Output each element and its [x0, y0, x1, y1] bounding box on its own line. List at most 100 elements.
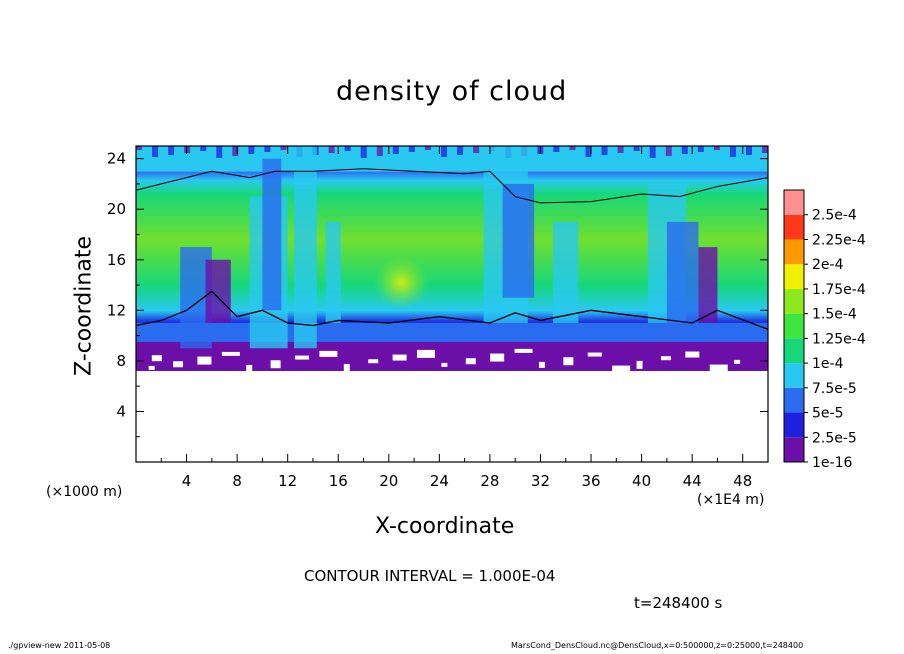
top-streak [376, 146, 383, 156]
plume [325, 221, 341, 323]
gap [392, 354, 407, 361]
time-stamp: t=248400 s [634, 594, 723, 612]
colorbar-label: 1.75e-4 [812, 282, 866, 298]
plume [666, 221, 699, 336]
chart-title: density of cloud [336, 76, 568, 107]
top-streak [617, 146, 624, 153]
colorbar-swatch [784, 214, 804, 240]
top-streak [746, 146, 753, 155]
x-tick-label: 8 [232, 472, 242, 490]
colorbar-swatch [784, 338, 804, 364]
gap [148, 365, 155, 370]
plume [205, 259, 231, 323]
top-streak [328, 146, 335, 153]
colorbar-label: 5e-5 [812, 406, 843, 422]
colorbar-label: 2e-4 [812, 257, 844, 273]
top-streak [360, 146, 367, 158]
colorbar-label: 2.5e-5 [812, 430, 857, 446]
gap [416, 349, 435, 358]
top-streak [441, 146, 448, 157]
gap [709, 364, 728, 373]
y-tick-label: 4 [116, 402, 126, 420]
gap [514, 348, 533, 353]
top-streak [392, 146, 399, 154]
top-streak [697, 146, 704, 152]
top-streak [264, 146, 271, 152]
top-streak [232, 146, 239, 156]
top-streak [457, 146, 464, 155]
colorbar-label: 1e-16 [812, 455, 852, 471]
top-streak [344, 146, 351, 151]
colorbar-label: 1.5e-4 [812, 307, 857, 323]
top-streak [473, 146, 480, 153]
top-streak [280, 146, 287, 150]
top-streak [424, 146, 431, 150]
plot-frame [135, 145, 769, 463]
y-tick-label: 20 [107, 200, 126, 218]
x-axis-label: X-coordinate [375, 514, 515, 539]
colorbar-swatch [784, 412, 804, 438]
colorbar-frame [783, 189, 805, 463]
gap [151, 355, 162, 362]
top-streak [633, 146, 640, 151]
top-streak [585, 146, 592, 157]
gap [465, 358, 476, 365]
x-tick-label: 12 [278, 472, 297, 490]
colorbar-swatch [784, 239, 804, 265]
x-tick-label: 32 [531, 472, 550, 490]
top-streak [762, 146, 769, 153]
gap [221, 351, 240, 356]
x-axis-unit: (×1E4 m) [697, 492, 765, 508]
gap [295, 355, 310, 360]
gap [490, 353, 505, 362]
plume [294, 146, 317, 349]
top-streak [665, 146, 672, 156]
x-tick-label: 44 [683, 472, 702, 490]
density-field [135, 146, 769, 373]
gap [197, 356, 212, 365]
gap [173, 361, 184, 368]
contour-line-bottom [135, 290, 769, 330]
x-tick-label: 24 [430, 472, 449, 490]
top-streak [569, 146, 576, 150]
cloud-core [373, 256, 430, 309]
gap [270, 360, 281, 369]
upper-layer [136, 146, 768, 172]
plume [502, 183, 535, 298]
colorbar-label: 7.5e-5 [812, 381, 857, 397]
contour-interval-text: CONTOUR INTERVAL = 1.000E-04 [304, 567, 556, 585]
y-axis-unit: (×1000 m) [46, 484, 123, 500]
gap [636, 360, 643, 369]
colorbar: 1e-16 2.5e-5 5e-5 7.5e-5 1e-4 1.25e-4 1.5e-4 1.… [783, 189, 866, 471]
x-tick-label: 4 [182, 472, 192, 490]
top-streak [681, 146, 688, 154]
y-tick-label: 8 [116, 352, 126, 370]
top-streak [713, 146, 720, 150]
colorbar-swatch [784, 437, 804, 462]
gap [660, 356, 671, 361]
y-tick-label: 12 [107, 301, 126, 319]
gap [319, 350, 338, 357]
colorbar-swatch [784, 264, 804, 289]
colorbar-label: 1.25e-4 [812, 331, 866, 347]
top-streak [168, 146, 175, 155]
plume [553, 221, 579, 323]
colorbar-label: 1e-4 [812, 356, 844, 372]
gap [587, 352, 602, 357]
gap [538, 361, 545, 368]
gap [612, 365, 631, 372]
top-streak [200, 146, 207, 151]
top-streak [601, 146, 608, 155]
gap [563, 357, 574, 366]
top-streak [216, 146, 223, 158]
plume [262, 158, 282, 311]
y-axis-label: Z-coordinate [71, 236, 97, 376]
colorbar-swatch [784, 190, 804, 215]
x-tick-label: 20 [379, 472, 398, 490]
plume [698, 247, 718, 323]
top-streak [729, 146, 736, 157]
gap [368, 359, 379, 364]
gap [685, 351, 700, 358]
gap [246, 364, 253, 371]
